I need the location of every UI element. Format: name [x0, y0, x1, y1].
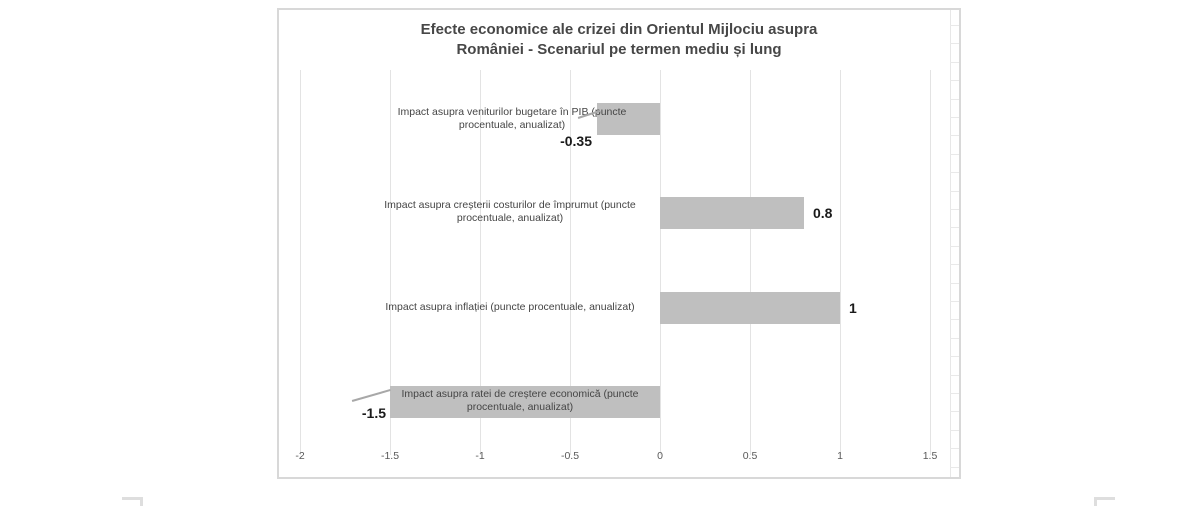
worksheet-column-edge-line [950, 10, 951, 477]
x-axis-tick-label: 1 [837, 450, 843, 462]
bar [660, 292, 840, 324]
chart-frame: Efecte economice ale crizei din Orientul… [277, 8, 961, 479]
x-axis-tick-label: 1.5 [922, 450, 938, 462]
bar [390, 386, 660, 418]
gridline [390, 70, 391, 455]
worksheet-row-line [950, 338, 959, 339]
worksheet-row-line [950, 172, 959, 173]
worksheet-row-line [950, 99, 959, 100]
worksheet-row-line [950, 264, 959, 265]
worksheet-row-line [950, 154, 959, 155]
category-label: Impact asupra inflației (puncte procentu… [360, 301, 660, 314]
worksheet-row-line [950, 448, 959, 449]
worksheet-row-line [950, 246, 959, 247]
worksheet-row-line [950, 375, 959, 376]
chart-title-line-2: României - Scenariul pe termen mediu și … [456, 41, 782, 58]
worksheet-row-line [950, 117, 959, 118]
category-label-line: Impact asupra veniturilor bugetare în PI… [397, 106, 627, 118]
worksheet-row-line [950, 319, 959, 320]
worksheet-row-line [950, 62, 959, 63]
worksheet-row-line [950, 430, 959, 431]
x-axis-tick-label: -2 [295, 450, 305, 462]
worksheet-row-line [950, 191, 959, 192]
gridline [930, 70, 931, 455]
gridline [660, 70, 661, 455]
x-axis-tick-label: -1 [475, 450, 485, 462]
value-label: 0.8 [813, 205, 833, 221]
category-label-line: procentuale, anualizat) [456, 211, 564, 224]
worksheet-row-line [950, 209, 959, 210]
value-label: 1 [849, 300, 857, 316]
worksheet-row-line [950, 301, 959, 302]
category-label-line: Impact asupra creșterii costurilor de îm… [384, 199, 636, 211]
corner-mark-right [1094, 497, 1115, 506]
worksheet-row-line [950, 393, 959, 394]
worksheet-row-line [950, 467, 959, 468]
category-label-line: Impact asupra inflației (puncte procentu… [385, 301, 635, 313]
x-axis-tick-label: -1.5 [380, 450, 400, 462]
chart-plot-area: Efecte economice ale crizei din Orientul… [279, 10, 959, 477]
category-label: Impact asupra veniturilor bugetare în PI… [362, 106, 662, 131]
x-axis-tick-label: -0.5 [560, 450, 580, 462]
category-label: Impact asupra ratei de creștere economic… [370, 388, 670, 413]
chart-title: Efecte economice ale crizei din Orientul… [279, 20, 959, 60]
chart-title-line-1: Efecte economice ale crizei din Orientul… [420, 21, 818, 38]
worksheet-row-line [950, 135, 959, 136]
worksheet-row-line [950, 25, 959, 26]
worksheet-row-line [950, 227, 959, 228]
category-label-line: procentuale, anualizat) [466, 400, 574, 413]
corner-mark-left [122, 497, 143, 506]
value-label: -0.35 [560, 133, 592, 149]
bar [597, 103, 660, 135]
bar [660, 197, 804, 229]
x-axis-tick-label: 0 [657, 450, 663, 462]
worksheet-row-line [950, 80, 959, 81]
gridline [300, 70, 301, 455]
worksheet-row-line [950, 283, 959, 284]
worksheet-row-line [950, 43, 959, 44]
x-axis-tick-label: 0.5 [742, 450, 758, 462]
gridline [840, 70, 841, 455]
category-label-line: procentuale, anualizat) [458, 118, 566, 131]
category-label: Impact asupra creșterii costurilor de îm… [360, 199, 660, 224]
category-label-line: Impact asupra ratei de creștere economic… [401, 388, 639, 400]
gridline [750, 70, 751, 455]
value-label: -1.5 [361, 405, 386, 421]
worksheet-row-line [950, 411, 959, 412]
gridline [480, 70, 481, 455]
worksheet-row-line [950, 356, 959, 357]
gridline [570, 70, 571, 455]
